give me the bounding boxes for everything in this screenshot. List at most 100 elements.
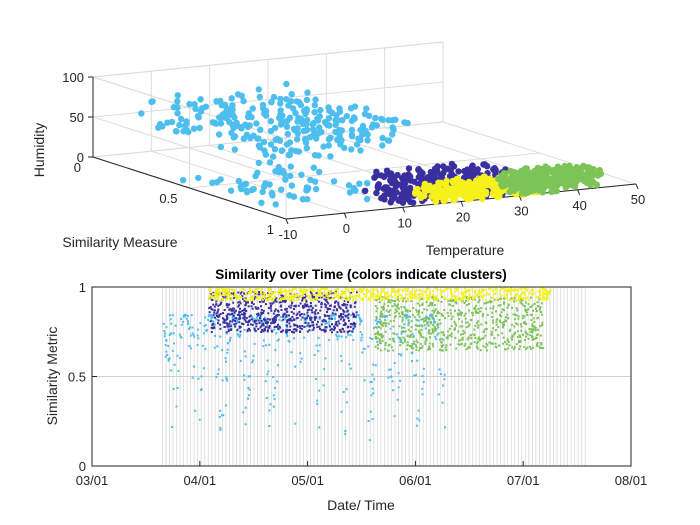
time-point (360, 336, 363, 339)
time-point (433, 326, 436, 329)
time-point (440, 290, 443, 293)
time-point (451, 315, 454, 318)
time-point (165, 350, 168, 353)
time-point (278, 301, 281, 304)
time-point (434, 321, 437, 324)
time-point (296, 325, 299, 328)
time-point (313, 326, 315, 329)
time-point (392, 349, 395, 352)
scatter3d-point (304, 116, 311, 124)
x-tick-mark (285, 218, 289, 225)
time-point (447, 315, 450, 317)
time-point (520, 299, 522, 302)
time-point (426, 296, 429, 299)
time-point (419, 295, 422, 298)
time-point (426, 316, 429, 319)
time-point (410, 300, 413, 303)
time-point (254, 292, 257, 295)
scatter3d-point (325, 142, 332, 149)
time-point (267, 329, 269, 332)
time-point (231, 308, 233, 311)
time-points (162, 287, 552, 442)
time-point (522, 304, 525, 307)
time-point (426, 321, 429, 324)
scatter3d-point (363, 105, 370, 112)
time-point (418, 315, 421, 318)
time-point (367, 298, 370, 301)
time-point (387, 304, 390, 307)
time-point (248, 288, 251, 291)
time-point (247, 319, 250, 322)
time-point (358, 323, 361, 326)
time-point (237, 313, 240, 316)
time-point (346, 330, 349, 333)
time-point (164, 344, 167, 346)
time-point (472, 297, 474, 300)
time-point (482, 313, 484, 316)
time-point (533, 326, 536, 328)
time-point (275, 297, 278, 300)
time-point (233, 289, 236, 292)
time-point (366, 288, 369, 291)
time-point (500, 297, 503, 300)
scatter3d-point (596, 167, 603, 174)
time-point (376, 340, 379, 343)
x-ticks: 03/01 04/01 05/01 06/01 07/01 08/01 (76, 461, 647, 488)
time-point (417, 311, 420, 314)
time-point (225, 304, 228, 307)
time-point (251, 299, 254, 302)
time-point (385, 297, 387, 300)
time-point (266, 324, 269, 327)
time-point (539, 334, 542, 337)
time-point (326, 314, 329, 317)
side-wall-gridline (92, 116, 287, 180)
time-point (277, 293, 280, 296)
scatter3d-point (384, 170, 391, 178)
scatter3d-point (467, 195, 474, 202)
time-point (257, 287, 260, 290)
time-point (381, 290, 384, 293)
scatter3d-point (278, 186, 285, 193)
time-point (335, 309, 338, 312)
scatter3d-point (373, 168, 380, 175)
time-point (245, 320, 248, 323)
time-point (405, 300, 408, 303)
time-point (320, 301, 323, 304)
scatter3d-point (304, 186, 311, 193)
time-point (372, 293, 375, 296)
time-point (293, 318, 295, 321)
time-point (239, 302, 242, 305)
time-point (352, 339, 355, 342)
time-point (263, 320, 266, 323)
time-point (307, 315, 310, 318)
time-point (292, 296, 295, 299)
time-point (405, 348, 408, 351)
time-point (407, 299, 410, 302)
time-point (352, 296, 355, 299)
time-point (355, 311, 358, 314)
time-point (248, 292, 251, 295)
time-point (228, 292, 231, 295)
time-point (175, 405, 178, 408)
scatter3d-point (283, 80, 290, 88)
time-point (242, 323, 245, 326)
time-point (280, 287, 283, 290)
scatter3d-point (304, 196, 311, 203)
time-point (271, 293, 274, 296)
time-point (344, 303, 346, 306)
time-point (343, 324, 346, 326)
time-point (272, 376, 275, 379)
time-point (304, 322, 307, 324)
time-point (503, 302, 505, 305)
time-point (352, 290, 355, 293)
time-point (204, 316, 207, 319)
time-point (359, 288, 362, 291)
time-point (264, 380, 267, 383)
time-point (394, 294, 397, 297)
time-point (548, 290, 551, 293)
time-point (340, 360, 343, 363)
time-point (463, 287, 466, 290)
time-point (464, 343, 467, 345)
time-point (407, 319, 410, 322)
time-point (324, 287, 327, 290)
